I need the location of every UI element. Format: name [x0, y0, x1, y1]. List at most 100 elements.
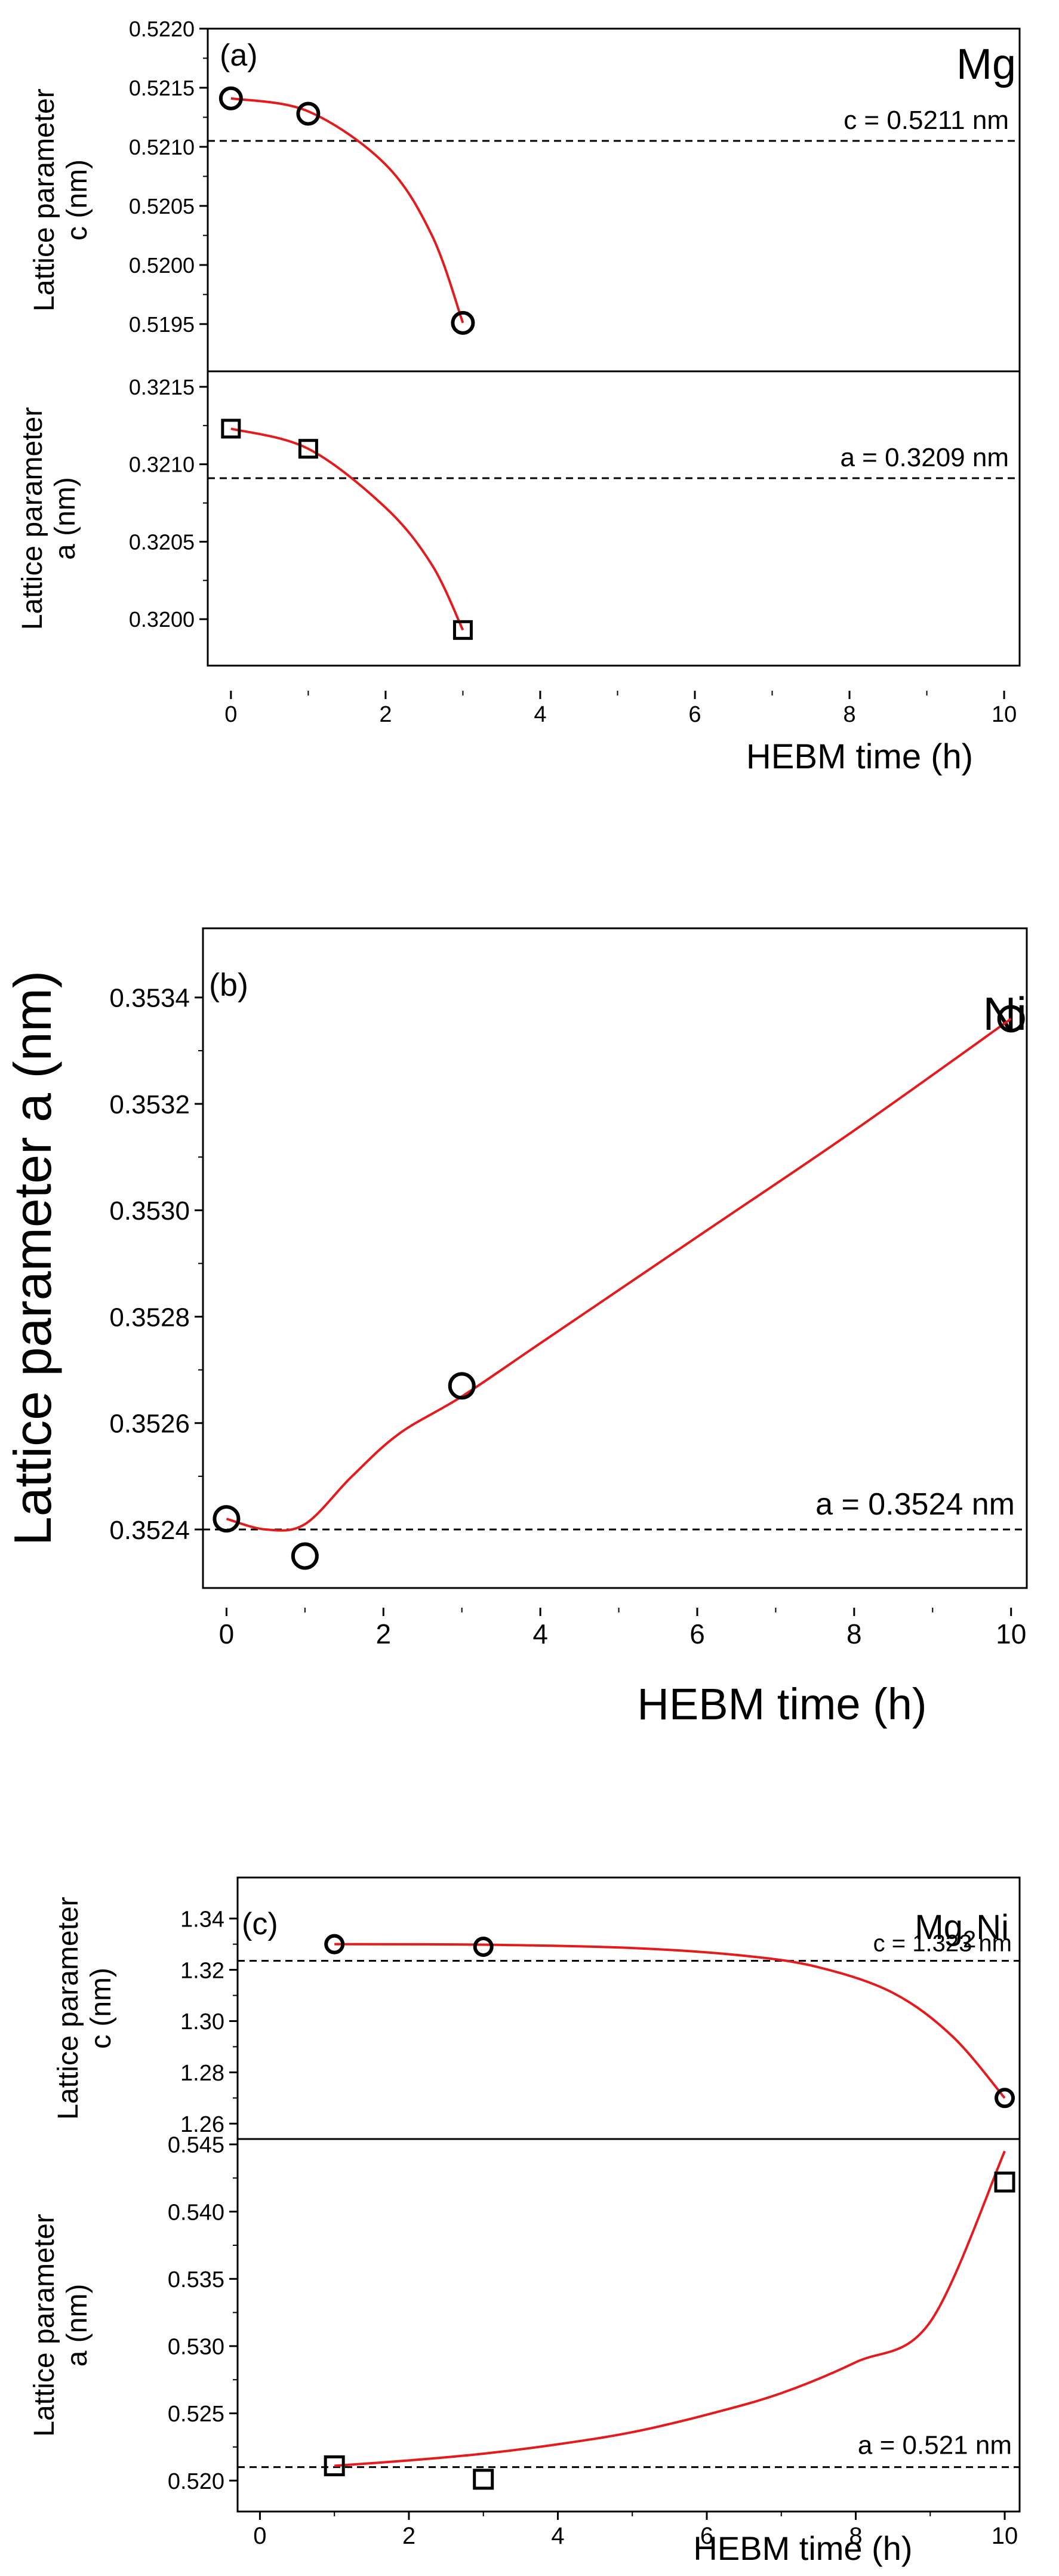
y-tick-label: 0.5215 — [129, 76, 195, 100]
data-point — [448, 1372, 476, 1400]
data-point — [213, 1505, 241, 1533]
reference-label: a = 0.3524 nm — [815, 1487, 1015, 1522]
y-tick-label: 0.3210 — [129, 453, 195, 477]
x-tick-label: 8 — [843, 702, 855, 727]
data-point — [451, 310, 475, 335]
x-tick-label: 0 — [219, 1618, 235, 1649]
panel-c-material-end: Ni — [976, 1908, 1009, 1947]
x-tick-label: 4 — [532, 1618, 548, 1649]
y-tick-label: 0.3200 — [129, 607, 195, 632]
data-point — [994, 2171, 1015, 2193]
x-tick-label: 0 — [224, 702, 237, 727]
plot-frame — [236, 1876, 1021, 2140]
plot-frame — [207, 27, 1021, 373]
y-axis-label-line2: a (nm) — [61, 2284, 93, 2367]
plot-frame — [207, 370, 1021, 667]
x-tick-label: 6 — [689, 1618, 705, 1649]
x-tick-label: 6 — [688, 702, 701, 727]
fit-curve — [230, 97, 464, 324]
y-tick-label: 0.5220 — [129, 17, 195, 41]
y-tick-label: 0.540 — [168, 2200, 224, 2225]
y-tick-label: 0.530 — [168, 2335, 224, 2360]
panel-b-label: (b) — [209, 967, 248, 1003]
y-tick-label: 1.26 — [180, 2112, 224, 2137]
y-tick-label: 0.5205 — [129, 194, 195, 218]
y-tick-label: 0.535 — [168, 2267, 224, 2292]
reference-label: c = 1.323 nm — [873, 1931, 1012, 1957]
y-tick-label: 0.3534 — [109, 984, 190, 1013]
x-tick-label: 2 — [402, 2523, 415, 2549]
y-tick-label: 1.34 — [180, 1907, 224, 1932]
y-tick-label: 1.30 — [180, 2009, 224, 2035]
panel-b: (b) Ni HEBM time (h) 0 2 4 6 8 10 0.3524 0.3526… — [3, 927, 1028, 1729]
y-axis-label-line1: Lattice parameter — [17, 407, 48, 630]
x-tick-label: 2 — [379, 702, 392, 727]
data-point — [995, 2088, 1015, 2109]
data-point — [218, 86, 243, 110]
x-tick-label: 10 — [992, 702, 1017, 727]
y-tick-label: 0.545 — [168, 2133, 224, 2158]
panel-a-material: Mg — [956, 41, 1016, 88]
y-tick-label: 1.32 — [180, 1958, 224, 1983]
data-point — [324, 2455, 345, 2476]
fit-curve — [226, 1017, 1012, 1532]
y-axis-label-line2: c (nm) — [85, 1968, 117, 2049]
panel-c-label: (c) — [242, 1907, 278, 1941]
reference-label: c = 0.5211 nm — [843, 106, 1009, 135]
panel-c-xlabel: HEBM time (h) — [693, 2529, 912, 2567]
reference-label: a = 0.3209 nm — [840, 443, 1009, 472]
x-tick-label: 8 — [846, 1618, 862, 1649]
y-tick-label: 0.5195 — [129, 312, 195, 337]
panel-c: (c) Mg2Ni HEBM time (h) 0 2 4 6 8 101.261.281… — [29, 1876, 1021, 2567]
data-point — [298, 439, 318, 459]
y-axis-label-line1: Lattice parameter — [29, 88, 60, 312]
data-point — [324, 1934, 345, 1955]
x-tick-label: 0 — [253, 2523, 266, 2549]
panel-b-material: Ni — [983, 987, 1027, 1040]
y-tick-label: 0.3526 — [109, 1409, 190, 1439]
y-axis-label-line1: Lattice parameter — [29, 2214, 60, 2437]
y-axis-label-line1: Lattice parameter — [53, 1897, 84, 2120]
panel-a-label: (a) — [220, 38, 258, 73]
data-point — [473, 2469, 494, 2490]
y-tick-label: 0.5210 — [129, 135, 195, 159]
panel-c-material: Mg2Ni — [915, 1908, 1009, 1953]
data-point — [291, 1542, 319, 1570]
data-point — [452, 620, 473, 640]
fit-curve — [334, 1943, 1006, 2099]
y-tick-label: 0.3215 — [129, 375, 195, 399]
x-tick-label: 4 — [534, 702, 546, 727]
data-point — [473, 1936, 494, 1957]
data-point — [997, 1005, 1025, 1033]
panel-b-xlabel: HEBM time (h) — [637, 1679, 926, 1729]
data-point — [296, 101, 321, 126]
y-tick-label: 1.28 — [180, 2061, 224, 2086]
y-tick-label: 0.3528 — [109, 1303, 190, 1332]
panel-a-xlabel: HEBM time (h) — [746, 737, 973, 776]
x-tick-label: 2 — [375, 1618, 391, 1649]
y-tick-label: 0.525 — [168, 2402, 224, 2427]
reference-label: a = 0.521 nm — [858, 2431, 1012, 2460]
plot-frame — [202, 927, 1028, 1589]
y-tick-label: 0.3524 — [109, 1516, 190, 1545]
y-tick-label: 0.5200 — [129, 253, 195, 278]
x-tick-label: 4 — [551, 2523, 564, 2549]
x-tick-label: 8 — [849, 2523, 862, 2549]
fit-curve — [334, 2150, 1006, 2467]
data-point — [221, 418, 241, 439]
x-tick-label: 10 — [996, 1618, 1026, 1649]
panel-c-material-base: Mg — [915, 1908, 963, 1947]
panel-c-material-sub: 2 — [963, 1926, 976, 1953]
y-tick-label: 0.3532 — [109, 1090, 190, 1119]
x-tick-label: 6 — [700, 2523, 713, 2549]
y-axis-label-line2: a (nm) — [50, 477, 81, 560]
y-tick-label: 0.520 — [168, 2469, 224, 2494]
x-tick-label: 10 — [992, 2523, 1018, 2549]
y-tick-label: 0.3530 — [109, 1196, 190, 1226]
plot-frame — [236, 2138, 1021, 2513]
y-tick-label: 0.3205 — [129, 530, 195, 554]
panel-a: (a) Mg HEBM time (h) 0 2 4 6 8 10 0.5195 0.5200… — [17, 17, 1021, 776]
y-axis-label-line2: c (nm) — [61, 159, 93, 241]
y-axis-label: Lattice parameter a (nm) — [3, 971, 62, 1546]
